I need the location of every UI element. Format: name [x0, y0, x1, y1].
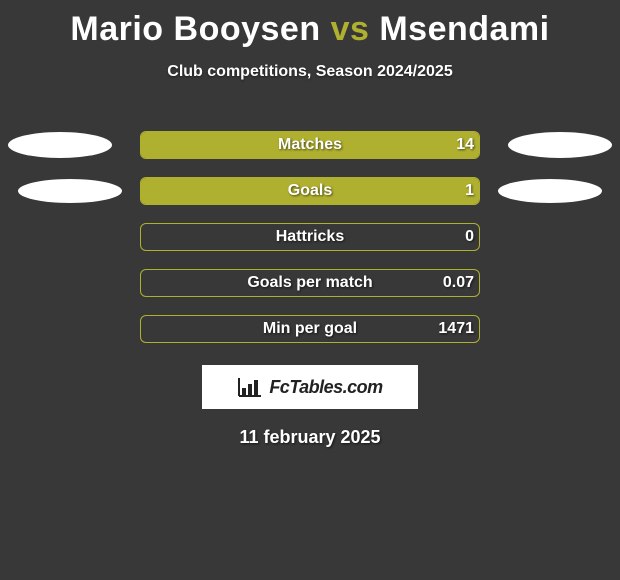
bar-chart-icon: [237, 376, 263, 398]
stat-bar-track: [140, 315, 480, 343]
player2-marker: [508, 132, 612, 158]
subtitle: Club competitions, Season 2024/2025: [0, 63, 620, 81]
stat-value-right: 0.07: [443, 269, 474, 297]
vs-label: vs: [331, 10, 370, 48]
player2-marker: [498, 179, 602, 203]
stat-row: Hattricks0: [0, 213, 620, 259]
stat-bar-fill-right: [141, 178, 479, 204]
brand-box[interactable]: FcTables.com: [202, 365, 418, 409]
brand-text: FcTables.com: [269, 377, 382, 398]
stat-bar-track: [140, 131, 480, 159]
stats-section: Matches14Goals1Hattricks0Goals per match…: [0, 121, 620, 351]
stat-bar-track: [140, 269, 480, 297]
stat-row: Min per goal1471: [0, 305, 620, 351]
stat-value-right: 14: [456, 131, 474, 159]
player1-name: Mario Booysen: [70, 10, 320, 48]
stat-row: Matches14: [0, 121, 620, 167]
stat-value-right: 1471: [438, 315, 474, 343]
stat-bar-fill-right: [141, 132, 479, 158]
stat-value-right: 1: [465, 177, 474, 205]
page-title: Mario Booysen vs Msendami: [0, 0, 620, 49]
player1-marker: [18, 179, 122, 203]
comparison-card: Mario Booysen vs Msendami Club competiti…: [0, 0, 620, 580]
stat-bar-track: [140, 223, 480, 251]
player1-marker: [8, 132, 112, 158]
player2-name: Msendami: [379, 10, 549, 48]
stat-bar-track: [140, 177, 480, 205]
stat-value-right: 0: [465, 223, 474, 251]
stat-row: Goals1: [0, 167, 620, 213]
date-label: 11 february 2025: [0, 427, 620, 448]
stat-row: Goals per match0.07: [0, 259, 620, 305]
